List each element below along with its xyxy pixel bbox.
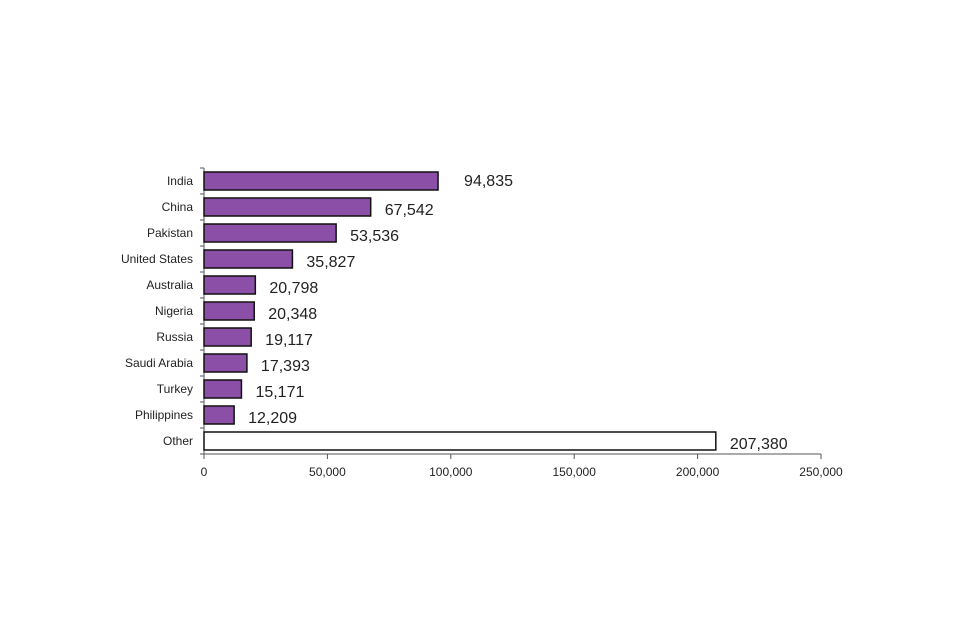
value-label-australia: 20,798 (269, 280, 318, 297)
category-label-china: China (162, 200, 194, 214)
bar-russia (203, 327, 252, 347)
value-label-united-states: 35,827 (306, 254, 355, 271)
x-tick-label: 0 (201, 465, 208, 479)
value-label-other: 207,380 (730, 436, 788, 453)
bar-pakistan (203, 223, 337, 243)
category-label-pakistan: Pakistan (147, 226, 193, 240)
value-label-china: 67,542 (385, 202, 434, 219)
category-label-australia: Australia (146, 278, 193, 292)
category-label-other: Other (163, 434, 193, 448)
value-label-turkey: 15,171 (255, 384, 304, 401)
value-label-india: 94,835 (464, 173, 513, 190)
value-labels: 94,835 67,542 53,536 35,827 20,798 20,348 19,1… (248, 173, 788, 453)
x-tick-label: 50,000 (309, 465, 346, 479)
bar-united-states (203, 249, 294, 269)
category-label-turkey: Turkey (157, 382, 193, 396)
x-tick-label: 250,000 (799, 465, 843, 479)
value-label-saudi-arabia: 17,393 (261, 358, 310, 375)
value-label-nigeria: 20,348 (268, 306, 317, 323)
bar-china (203, 197, 372, 217)
category-label-united-states: United States (121, 252, 193, 266)
value-label-philippines: 12,209 (248, 410, 297, 427)
bar-saudi-arabia (203, 353, 248, 373)
bar-india (203, 171, 439, 191)
bar-philippines (203, 405, 235, 425)
value-label-russia: 19,117 (265, 332, 313, 349)
chart-bars (203, 171, 717, 451)
category-label-saudi-arabia: Saudi Arabia (125, 356, 193, 370)
x-tick-label: 150,000 (553, 465, 597, 479)
bar-turkey (203, 379, 243, 399)
category-label-india: India (167, 174, 193, 188)
category-label-nigeria: Nigeria (155, 304, 193, 318)
x-tick-label: 100,000 (429, 465, 473, 479)
bar-australia (203, 275, 257, 295)
category-label-philippines: Philippines (135, 408, 193, 422)
bar-nigeria (203, 301, 255, 321)
category-label-russia: Russia (156, 330, 193, 344)
bar-other (203, 431, 717, 451)
x-tick-label: 200,000 (676, 465, 720, 479)
value-label-pakistan: 53,536 (350, 228, 399, 245)
category-labels: India China Pakistan United States Australia… (121, 174, 193, 448)
x-axis-ticks: 0 50,000 100,000 150,000 200,000 250,000 (201, 454, 843, 479)
